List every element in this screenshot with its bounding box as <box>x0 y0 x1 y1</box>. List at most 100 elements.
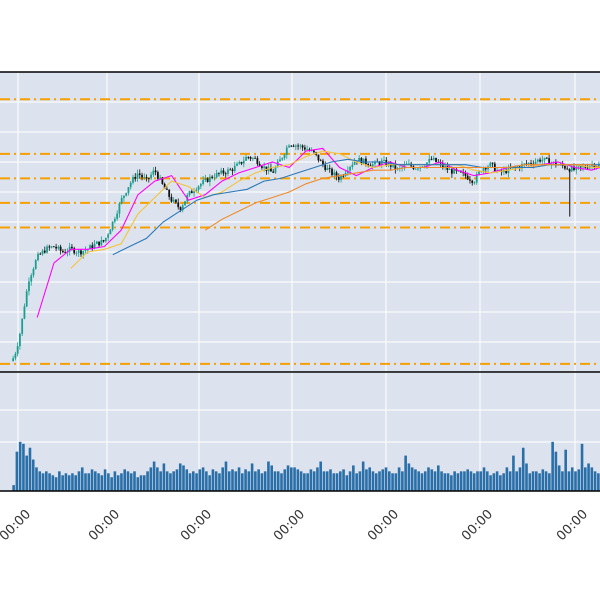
volume-bar <box>93 471 97 491</box>
volume-bar <box>348 471 352 491</box>
candle-body <box>543 157 546 160</box>
candle-body <box>290 145 293 147</box>
candle-body <box>190 191 193 194</box>
candle-body <box>25 291 28 307</box>
x-tick-label: 00:00 <box>271 507 308 544</box>
candle-body <box>270 167 272 172</box>
volume-bar <box>358 471 362 491</box>
candle-body <box>351 164 354 167</box>
candle-body <box>34 260 37 269</box>
volume-bar <box>41 473 45 491</box>
candle-body <box>168 189 171 197</box>
volume-bar <box>505 467 509 491</box>
candle-body <box>432 157 435 160</box>
candle-body <box>308 149 311 151</box>
candle-body <box>303 147 306 150</box>
candle-body <box>48 246 51 248</box>
volume-bar <box>175 469 179 491</box>
candle-body <box>202 180 204 184</box>
candle-body <box>484 167 487 170</box>
candle-body <box>100 240 103 246</box>
candle-body <box>23 306 26 319</box>
candle-body <box>181 205 184 211</box>
volume-bar <box>276 471 280 491</box>
volume-bar <box>440 471 443 491</box>
candle-body <box>374 161 376 165</box>
candle-body <box>109 229 112 235</box>
volume-bar <box>182 465 185 491</box>
candle-body <box>342 175 345 177</box>
candle-body <box>199 183 202 187</box>
volume-bar <box>306 473 309 491</box>
candle-body <box>371 164 374 167</box>
volume-bar <box>499 475 502 491</box>
volume-bar <box>214 471 218 491</box>
x-tick-label: 00:00 <box>0 507 34 544</box>
volume-bar <box>74 475 78 491</box>
candle-body <box>37 253 39 261</box>
candle-body <box>417 168 419 170</box>
candle-body <box>523 163 526 165</box>
volume-bar <box>508 471 512 491</box>
candle-body <box>14 353 17 359</box>
candle-body <box>240 161 243 164</box>
candle-body <box>30 275 33 282</box>
volume-bar <box>257 469 260 491</box>
candle-body <box>582 166 584 168</box>
candle-body <box>428 159 431 163</box>
volume-bar <box>107 473 110 491</box>
candle-body <box>475 174 478 183</box>
volume-bar <box>456 473 460 491</box>
volume-bar <box>420 473 424 491</box>
volume-bar <box>378 471 381 491</box>
candle-body <box>453 169 456 174</box>
volume-bar <box>267 461 270 491</box>
volume-bar <box>28 447 32 491</box>
candle-body <box>489 162 492 167</box>
candle-body <box>204 178 207 181</box>
candle-body <box>276 161 279 168</box>
volume-bar <box>64 473 68 491</box>
candle-body <box>283 154 286 158</box>
candle-body <box>152 170 155 175</box>
candle-body <box>59 246 62 251</box>
volume-bar <box>31 459 35 491</box>
candle-body <box>575 166 578 171</box>
volume-bar <box>123 469 127 491</box>
volume-bar <box>218 473 221 491</box>
candle-body <box>197 186 200 190</box>
candle-body <box>68 246 71 252</box>
candle-body <box>238 161 241 164</box>
candle-body <box>367 164 370 166</box>
price-level-lines <box>0 98 600 365</box>
candle-body <box>98 241 100 246</box>
volume-bar <box>208 475 211 491</box>
candle-body <box>213 177 216 179</box>
candle-body <box>566 168 569 170</box>
candle-body <box>294 145 297 147</box>
volume-bar <box>38 471 42 491</box>
volume-bar <box>162 463 166 491</box>
candle-body <box>80 250 82 255</box>
candle-body <box>319 160 322 162</box>
candle-body <box>116 213 119 219</box>
candle-body <box>478 171 480 175</box>
volume-panel <box>0 373 600 492</box>
candle-body <box>521 164 523 169</box>
candle-body <box>394 164 397 170</box>
volume-bar <box>35 467 38 491</box>
volume-bar <box>518 467 522 491</box>
candle-body <box>288 145 290 148</box>
candle-body <box>220 170 223 174</box>
volume-bar <box>482 467 486 491</box>
volume-bar <box>227 471 231 491</box>
volume-bar <box>495 471 499 491</box>
volume-bar <box>12 485 15 491</box>
volume-bar <box>103 469 107 491</box>
candle-body <box>353 161 356 165</box>
volume-bar <box>58 471 61 491</box>
candle-body <box>91 245 94 249</box>
volume-bar <box>531 471 535 491</box>
volume-bar <box>84 473 87 491</box>
candle-body <box>208 176 211 183</box>
